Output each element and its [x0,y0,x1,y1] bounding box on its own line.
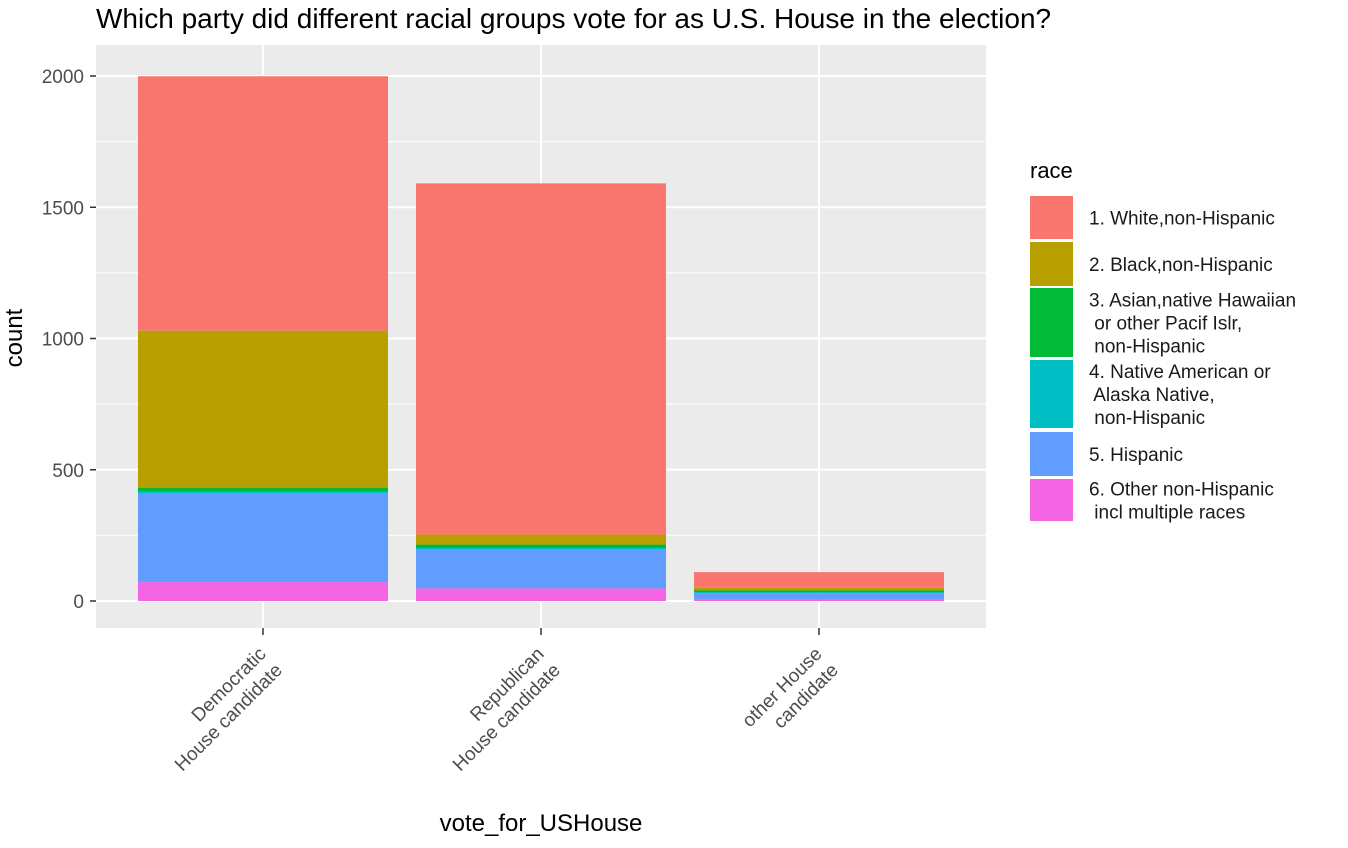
x-axis-title: vote_for_USHouse [440,810,643,837]
legend-key [1030,432,1073,476]
bar-segment [138,76,388,330]
bar-segment [416,588,666,601]
bar-segment [694,572,944,588]
bar-segment [694,593,944,599]
legend-key [1030,479,1073,521]
bar-segment [416,183,666,534]
bar-segment [416,548,666,549]
y-tick-label: 2000 [42,67,84,88]
bar-segment [138,493,388,582]
bar-segment [694,599,944,601]
bar-segment [694,592,944,593]
bar-segment [416,549,666,588]
bar-segment [138,582,388,601]
bar-segment [694,591,944,593]
legend-label: 5. Hispanic [1089,445,1183,466]
y-tick-label: 1500 [42,198,84,219]
legend-label: 2. Black,non-Hispanic [1089,255,1273,276]
y-axis-title: count [1,308,28,367]
y-tick-label: 0 [73,592,84,613]
y-tick-label: 1000 [42,330,84,351]
y-tick-label: 500 [52,461,84,482]
legend-key [1030,288,1073,357]
bar-segment [416,535,666,545]
bar-segment [694,588,944,591]
bar-segment [138,331,388,488]
legend-key [1030,242,1073,286]
legend-label: 1. White,non-Hispanic [1089,209,1275,230]
legend-title: race [1030,158,1073,183]
bar-segment [416,545,666,548]
legend-key [1030,196,1073,239]
bar-segment [138,492,388,494]
chart-title: Which party did different racial groups … [96,3,1051,34]
bar-segment [138,488,388,492]
legend-key [1030,360,1073,428]
